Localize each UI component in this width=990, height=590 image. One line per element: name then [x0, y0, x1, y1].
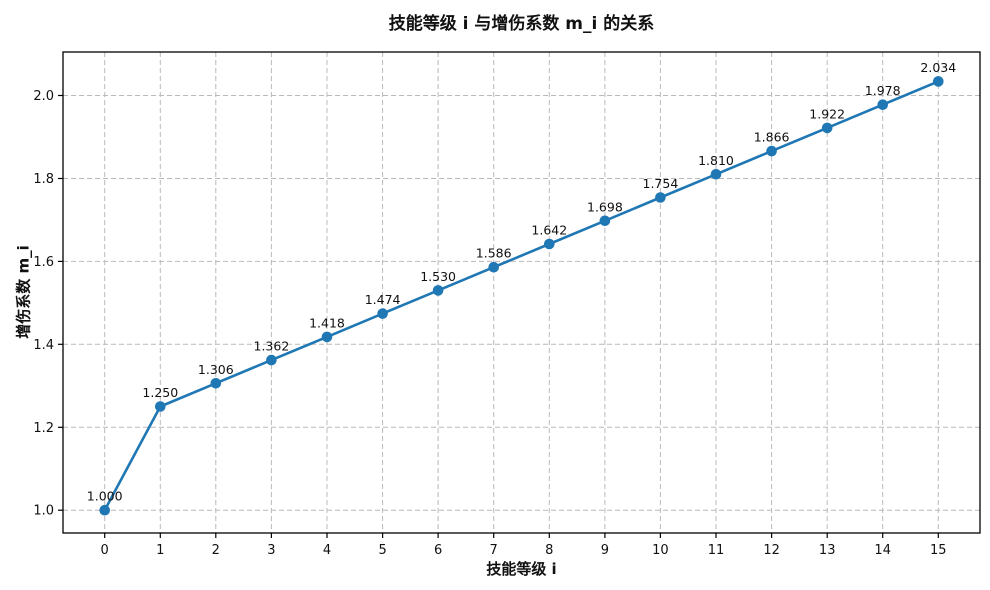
x-tick-label: 0 [101, 543, 109, 558]
point-value-label: 1.306 [198, 362, 234, 377]
data-point-marker [933, 76, 944, 87]
point-value-label: 1.866 [754, 130, 790, 145]
x-tick-label: 14 [874, 543, 891, 558]
data-point-marker [821, 122, 833, 134]
data-point-marker [432, 285, 444, 296]
x-tick-label: 12 [763, 543, 780, 558]
y-tick-label: 2.0 [33, 89, 54, 104]
point-value-label: 1.530 [420, 269, 456, 284]
y-tick-label: 1.4 [33, 338, 54, 353]
point-value-label: 1.474 [365, 292, 401, 307]
point-value-label: 1.362 [254, 339, 290, 354]
x-tick-label: 4 [323, 543, 331, 558]
y-tick-label: 1.6 [33, 255, 54, 270]
series-line [103, 80, 940, 512]
x-tick-label: 10 [652, 543, 669, 558]
x-tick-label: 11 [708, 543, 725, 558]
data-point-marker [266, 354, 277, 366]
point-value-label: 1.642 [531, 223, 567, 238]
x-tick-label: 15 [930, 543, 947, 558]
point-value-label: 1.698 [587, 199, 623, 214]
x-tick-label: 2 [212, 543, 220, 558]
data-point-marker [544, 238, 555, 250]
point-value-label: 1.000 [87, 489, 123, 504]
point-value-label: 1.754 [643, 176, 679, 191]
point-value-label: 1.922 [809, 106, 845, 121]
data-point-marker [377, 308, 388, 319]
point-value-label: 1.586 [476, 246, 512, 261]
data-point-marker [877, 99, 888, 110]
y-tick-label: 1.2 [33, 421, 54, 436]
x-tick-label: 7 [490, 543, 498, 558]
data-point-marker [488, 261, 500, 273]
chart-title: 技能等级 i 与增伤系数 m_i 的关系 [388, 14, 655, 34]
data-point-marker [99, 504, 110, 516]
y-tick-label: 1.0 [33, 504, 54, 519]
data-point-marker [155, 401, 166, 412]
point-value-label: 1.810 [698, 153, 734, 168]
x-tick-label: 8 [545, 543, 553, 558]
data-point-marker [210, 378, 222, 389]
x-axis-label: 技能等级 i [486, 560, 557, 578]
x-tick-label: 6 [434, 543, 442, 558]
x-tick-label: 5 [378, 543, 386, 558]
x-tick-label: 1 [156, 543, 164, 558]
point-value-label: 1.418 [309, 315, 345, 330]
x-tick-label: 3 [267, 543, 275, 558]
data-point-marker [710, 169, 722, 180]
data-point-marker [599, 215, 611, 227]
data-point-marker [321, 331, 333, 343]
x-tick-label: 13 [819, 543, 836, 558]
point-value-label: 1.978 [865, 83, 901, 98]
data-point-marker [655, 192, 666, 203]
point-value-label: 1.250 [142, 385, 178, 400]
point-value-label: 2.034 [920, 60, 956, 75]
y-tick-label: 1.8 [33, 172, 54, 187]
data-point-marker [766, 145, 777, 157]
plot-border [62, 51, 981, 534]
y-axis-label: 增伤系数 m_i [14, 245, 33, 339]
x-tick-label: 9 [601, 543, 609, 558]
